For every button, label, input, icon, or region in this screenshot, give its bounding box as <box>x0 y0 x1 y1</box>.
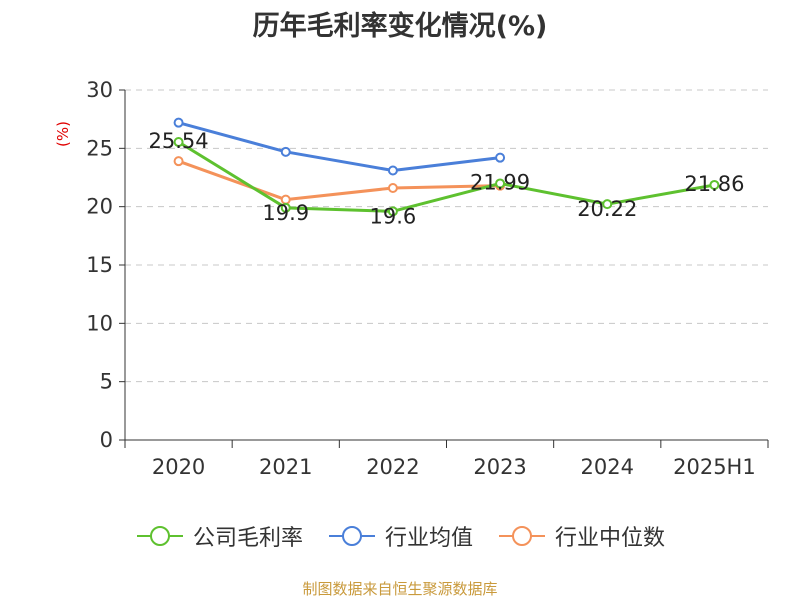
x-tick-label: 2023 <box>473 455 526 479</box>
legend-item-company[interactable]: 公司毛利率 <box>135 520 303 552</box>
y-tick-label: 30 <box>86 78 113 102</box>
data-point <box>173 137 184 148</box>
data-point <box>280 202 291 213</box>
data-label: 19.6 <box>370 204 417 228</box>
y-tick-label: 25 <box>86 136 113 160</box>
legend-item-industry-median[interactable]: 行业中位数 <box>497 520 665 552</box>
y-tick-label: 10 <box>86 311 113 335</box>
data-label: 21.86 <box>684 172 744 196</box>
data-point <box>173 156 184 167</box>
legend-item-industry-avg[interactable]: 行业均值 <box>327 520 473 552</box>
series-line <box>178 121 501 172</box>
x-tick-label: 2022 <box>366 455 419 479</box>
legend: 公司毛利率 行业均值 行业中位数 <box>0 520 800 552</box>
data-point <box>280 146 291 157</box>
legend-label-company: 公司毛利率 <box>192 526 303 551</box>
data-label: 19.9 <box>262 201 309 225</box>
y-tick-label: 20 <box>86 195 113 219</box>
data-point <box>387 206 398 217</box>
series-line <box>178 159 501 202</box>
data-point <box>495 152 506 163</box>
data-point <box>387 165 398 176</box>
x-tick-label: 2020 <box>152 455 205 479</box>
data-point <box>495 178 506 189</box>
data-label: 20.22 <box>577 197 637 221</box>
data-point <box>387 183 398 193</box>
legend-marker-company <box>136 526 183 546</box>
x-tick-label: 2024 <box>581 455 634 479</box>
chart-title: 历年毛利率变化情况(%) <box>252 11 548 42</box>
y-tick-label: 5 <box>100 370 113 394</box>
data-point <box>173 117 184 128</box>
y-tick-label: 15 <box>86 253 113 277</box>
x-tick-label: 2025H1 <box>673 455 756 479</box>
legend-label-industry-avg: 行业均值 <box>384 526 473 551</box>
data-label: 25.54 <box>149 129 209 153</box>
data-point <box>709 179 720 190</box>
series-line <box>177 140 715 213</box>
x-tick-label: 2021 <box>259 455 312 479</box>
data-label: 21.99 <box>470 170 530 194</box>
y-tick-label: 0 <box>100 428 113 452</box>
legend-marker-industry-median <box>499 526 545 546</box>
data-point <box>602 199 613 210</box>
legend-label-industry-median: 行业中位数 <box>555 526 666 551</box>
legend-marker-industry-avg <box>328 526 375 546</box>
source-note: 制图数据来自恒生聚源数据库 <box>302 580 498 598</box>
